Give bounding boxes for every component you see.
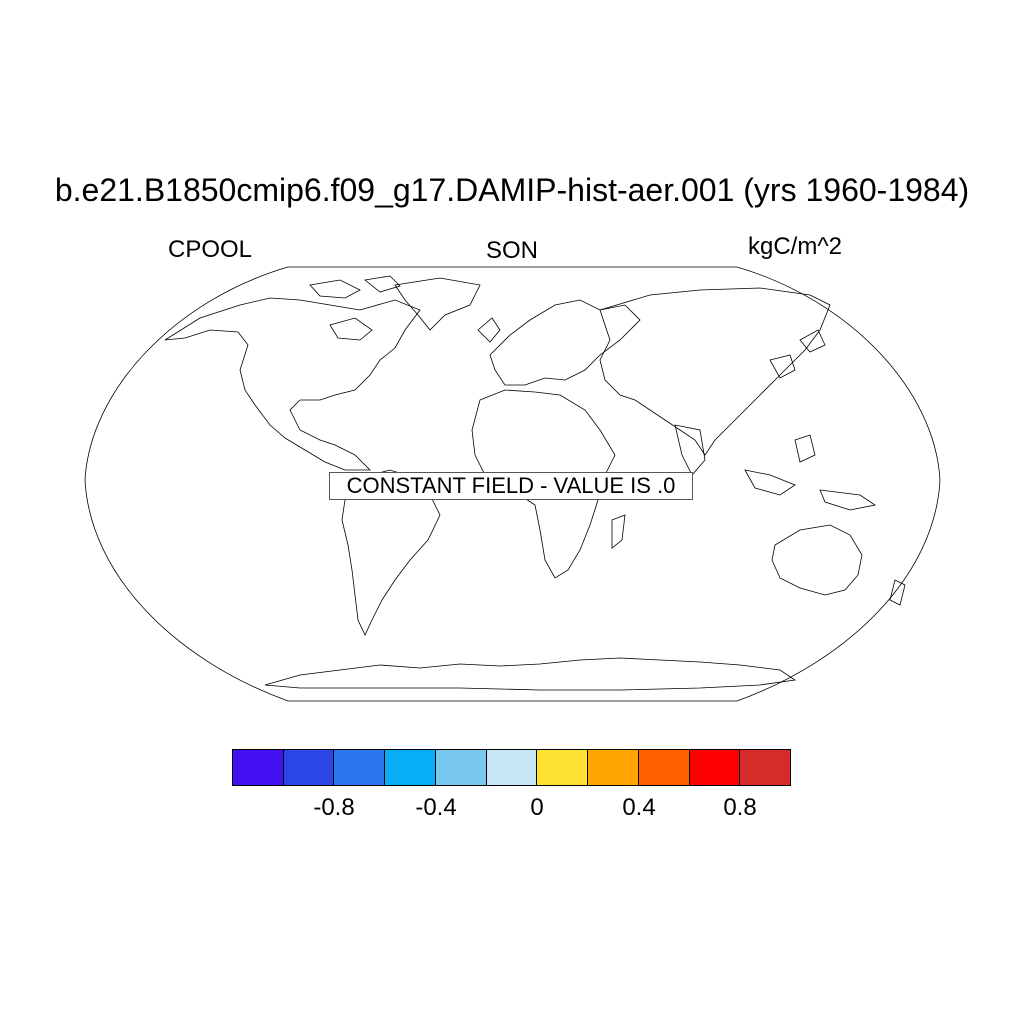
colorbar-cell [537, 750, 589, 785]
colorbar-cell [689, 750, 741, 785]
coast-north-america [164, 297, 421, 471]
colorbar-cell [486, 750, 538, 785]
colorbar-cell [740, 750, 791, 785]
constant-field-annotation: CONSTANT FIELD - VALUE IS .0 [329, 472, 693, 500]
colorbar [232, 749, 791, 786]
colorbar-tick-label: 0 [530, 794, 544, 821]
coast-greenland [394, 277, 481, 331]
colorbar-cell [385, 750, 436, 785]
coast-australia [771, 524, 863, 596]
colorbar-cell [638, 750, 690, 785]
colorbar-cell [233, 750, 284, 785]
colorbar-tick-label: -0.8 [313, 794, 355, 821]
colorbar-cell [588, 750, 639, 785]
units-label: kgC/m^2 [748, 233, 842, 260]
coastlines [164, 275, 906, 691]
colorbar-tick-label: -0.4 [415, 794, 457, 821]
coast-antarctica [264, 657, 797, 691]
colorbar-cell [334, 750, 386, 785]
colorbar-tick-label: 0.8 [723, 794, 757, 821]
plot-title: b.e21.B1850cmip6.f09_g17.DAMIP-hist-aer.… [54, 172, 970, 208]
variable-label: CPOOL [168, 236, 253, 263]
annotation-text: CONSTANT FIELD - VALUE IS .0 [346, 473, 676, 498]
coast-europe [489, 299, 641, 386]
coast-india [674, 424, 706, 476]
colorbar-cell [283, 750, 335, 785]
coast-asia [599, 287, 831, 456]
colorbar-tick-label: 0.4 [622, 794, 656, 821]
season-label: SON [485, 237, 538, 264]
colorbar-cell [435, 750, 487, 785]
